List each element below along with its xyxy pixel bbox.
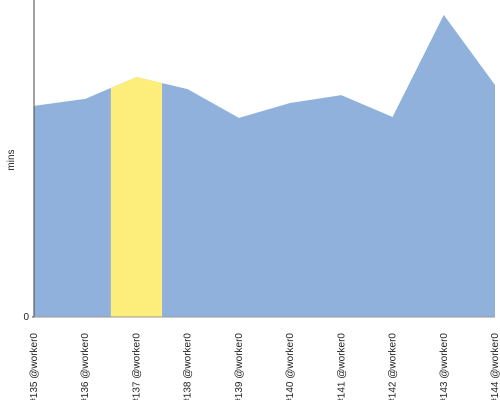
x-tick-label: #140 @worker0 bbox=[285, 333, 296, 400]
x-tick-label: #137 @worker0 bbox=[131, 333, 142, 400]
x-tick-label: #139 @worker0 bbox=[234, 333, 245, 400]
x-tick-label: #141 @worker0 bbox=[336, 333, 347, 400]
highlight-area bbox=[110, 77, 163, 317]
y-axis-label: mins bbox=[6, 149, 17, 170]
x-tick-label: #142 @worker0 bbox=[388, 333, 399, 400]
area bbox=[34, 14, 495, 318]
x-tick-label: #138 @worker0 bbox=[183, 333, 194, 400]
x-tick-label: #144 @worker0 bbox=[490, 333, 500, 400]
x-tick-label: #136 @worker0 bbox=[80, 333, 91, 400]
x-tick-label: #143 @worker0 bbox=[439, 333, 450, 400]
x-tick-label: #135 @worker0 bbox=[29, 333, 40, 400]
y-tick-label: 0 bbox=[23, 312, 29, 323]
